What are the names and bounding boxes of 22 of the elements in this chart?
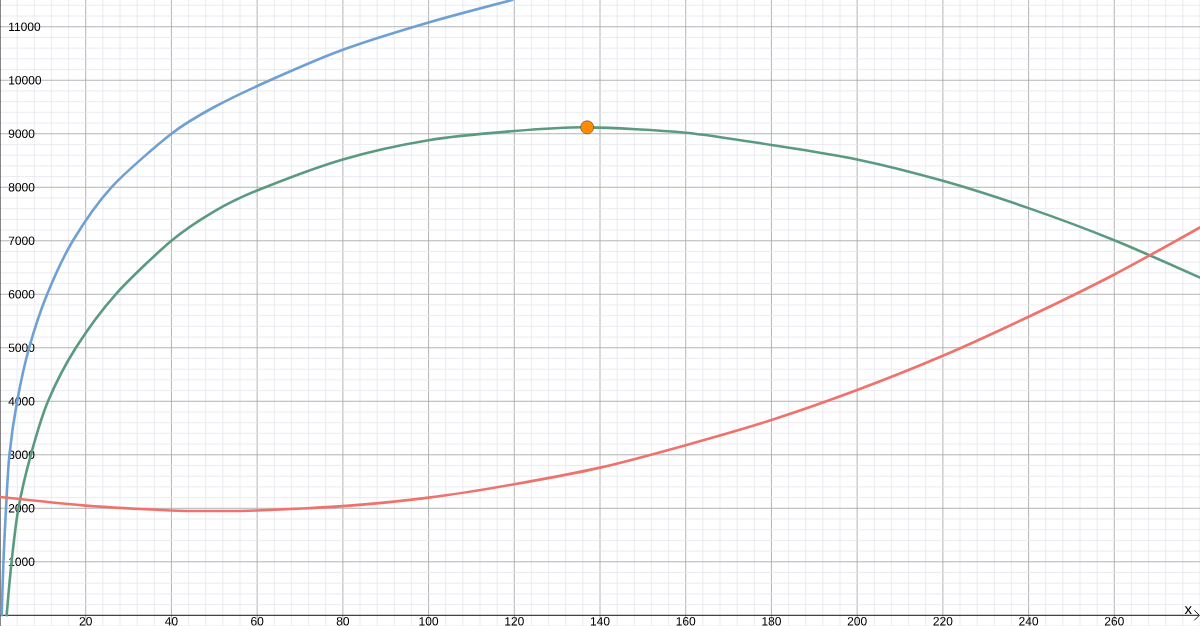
x-tick-label: 120 [505, 617, 524, 626]
x-tick-label: 60 [251, 617, 264, 626]
x-tick-label: 220 [933, 617, 953, 626]
y-tick-label: 9000 [8, 129, 35, 139]
x-tick-label: 140 [590, 617, 610, 626]
y-tick-label: 8000 [8, 183, 35, 192]
line-series [0, 226, 1200, 513]
x-tick-label: 160 [676, 617, 696, 626]
x-tick-label: 240 [1019, 617, 1039, 626]
x-tick-label: 180 [762, 617, 781, 626]
y-tick-label: 7000 [8, 236, 35, 246]
x-tick-label: 200 [847, 617, 867, 626]
x-tick-label: 260 [1104, 617, 1124, 626]
x-tick-label: 20 [79, 617, 92, 626]
y-tick-label: 6000 [8, 290, 35, 299]
x-axis-title: x [1184, 606, 1192, 615]
line-series [0, 0, 514, 617]
x-tick-label: 100 [419, 617, 439, 626]
x-tick-label: 40 [165, 617, 178, 626]
x-tick-label: 80 [336, 617, 350, 626]
y-tick-label: 11000 [9, 22, 41, 31]
y-tick-label: 10000 [9, 76, 42, 85]
